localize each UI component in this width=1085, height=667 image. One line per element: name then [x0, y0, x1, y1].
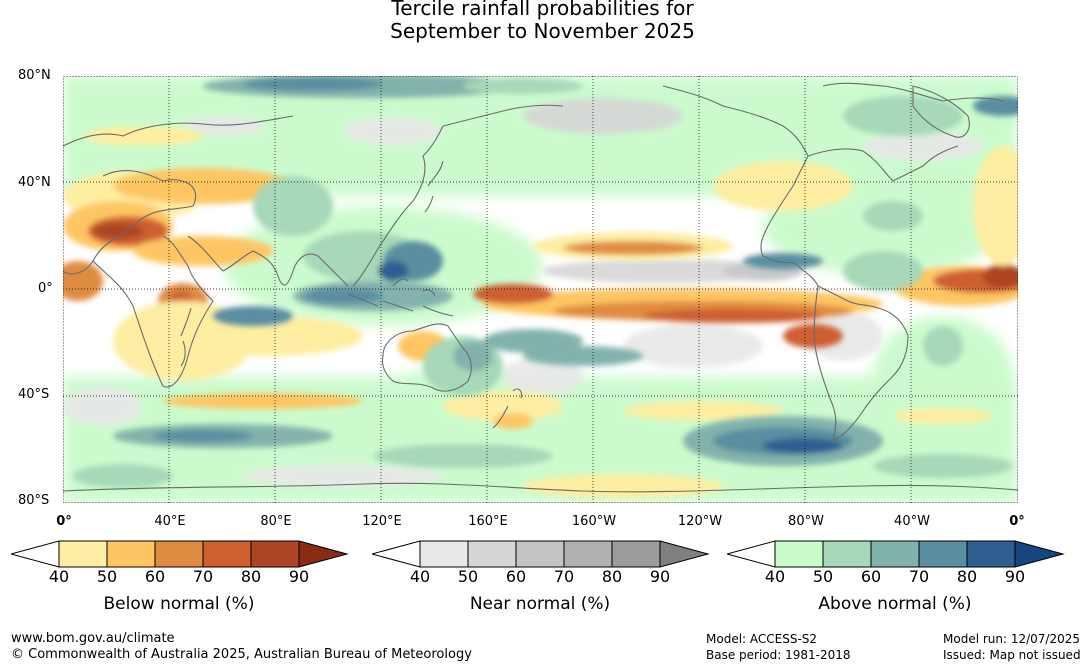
near-tick-50: 50 — [457, 567, 479, 586]
near-tick-70: 70 — [553, 567, 575, 586]
near-tick-90: 90 — [649, 567, 671, 586]
colorbar-near-swatch-50-60 — [467, 540, 517, 568]
footer-model: Model: ACCESS-S2 — [706, 632, 818, 646]
colorbar-near-swatch-80-90 — [611, 540, 661, 568]
colorbar-above-svg — [727, 540, 1065, 568]
lon-label-80w: 80°W — [788, 514, 824, 529]
lat-label-40n: 40°N — [18, 175, 51, 190]
colorbar-below-svg — [11, 540, 349, 568]
above-tick-80: 80 — [956, 567, 978, 586]
colorbar-below-swatch-40-50 — [58, 540, 108, 568]
lat-label-80n: 80°N — [18, 68, 51, 83]
colorbar-near-swatch-70-80 — [563, 540, 613, 568]
colorbar-near-swatch-40-50 — [419, 540, 469, 568]
colorbar-above-swatch-70-80 — [918, 540, 968, 568]
map-title-line-2: September to November 2025 — [390, 19, 695, 43]
colorbar-below-swatch-60-70 — [154, 540, 204, 568]
footer-url: www.bom.gov.au/climate — [11, 631, 175, 646]
colorbar-above-swatch-60-70 — [870, 540, 920, 568]
colorbar-below-normal — [11, 540, 349, 568]
above-normal-title: Above normal (%) — [818, 594, 972, 614]
below-normal-regions — [63, 126, 1018, 498]
colorbar-below-swatch-80-90 — [250, 540, 300, 568]
colorbar-below-swatch-50-60 — [106, 540, 156, 568]
map-title-line-1: Tercile rainfall probabilities for — [391, 0, 694, 20]
colorbar-above-swatch-40-50 — [774, 540, 824, 568]
above-normal-strong-regions — [73, 76, 1018, 488]
above-tick-50: 50 — [812, 567, 834, 586]
below-tick-60: 60 — [144, 567, 166, 586]
lon-label-40e: 40°E — [154, 514, 186, 529]
above-tick-40: 40 — [764, 567, 786, 586]
near-normal-title: Near normal (%) — [469, 594, 611, 614]
colorbar-near-svg — [372, 540, 710, 568]
rainfall-probability-map — [63, 76, 1018, 503]
colorbar-above-normal — [727, 540, 1065, 568]
lon-label-160e: 160°E — [468, 514, 508, 529]
below-tick-40: 40 — [48, 567, 70, 586]
below-normal-title: Below normal (%) — [103, 594, 255, 614]
lon-label-0-east: 0° — [1009, 514, 1025, 529]
colorbar-near-swatch-over-90 — [659, 540, 710, 568]
colorbar-near-swatch-under-40 — [372, 540, 421, 568]
footer-issued: Issued: Map not issued — [943, 648, 1081, 662]
above-tick-60: 60 — [860, 567, 882, 586]
colorbar-near-swatch-60-70 — [515, 540, 565, 568]
below-tick-50: 50 — [96, 567, 118, 586]
lat-label-80s: 80°S — [18, 493, 50, 508]
above-tick-70: 70 — [908, 567, 930, 586]
lon-label-120e: 120°E — [362, 514, 402, 529]
above-tick-90: 90 — [1004, 567, 1026, 586]
lon-label-160w: 160°W — [571, 514, 617, 529]
colorbar-above-swatch-over-90 — [1014, 540, 1065, 568]
lon-label-80e: 80°E — [260, 514, 292, 529]
near-tick-60: 60 — [505, 567, 527, 586]
below-tick-80: 80 — [240, 567, 262, 586]
colorbar-above-swatch-80-90 — [966, 540, 1016, 568]
colorbar-above-swatch-50-60 — [822, 540, 872, 568]
footer-copyright: © Commonwealth of Australia 2025, Austra… — [11, 647, 472, 662]
near-normal-regions — [63, 98, 983, 488]
below-tick-70: 70 — [192, 567, 214, 586]
lat-label-0: 0° — [38, 281, 53, 296]
colorbar-below-swatch-under-40 — [11, 540, 60, 568]
below-tick-90: 90 — [288, 567, 310, 586]
lat-label-40s: 40°S — [18, 387, 50, 402]
near-tick-40: 40 — [409, 567, 431, 586]
footer-model-run: Model run: 12/07/2025 — [943, 632, 1081, 646]
colorbar-below-swatch-over-90 — [298, 540, 349, 568]
coastlines — [63, 82, 1018, 493]
lon-label-120w: 120°W — [677, 514, 723, 529]
lon-label-0: 0° — [56, 514, 72, 529]
near-tick-80: 80 — [601, 567, 623, 586]
colorbar-below-swatch-70-80 — [202, 540, 252, 568]
colorbar-near-normal — [372, 540, 710, 568]
lon-label-40w: 40°W — [894, 514, 930, 529]
footer-base-period: Base period: 1981-2018 — [706, 648, 851, 662]
graticule — [63, 76, 1018, 503]
colorbar-above-swatch-under-40 — [727, 540, 776, 568]
